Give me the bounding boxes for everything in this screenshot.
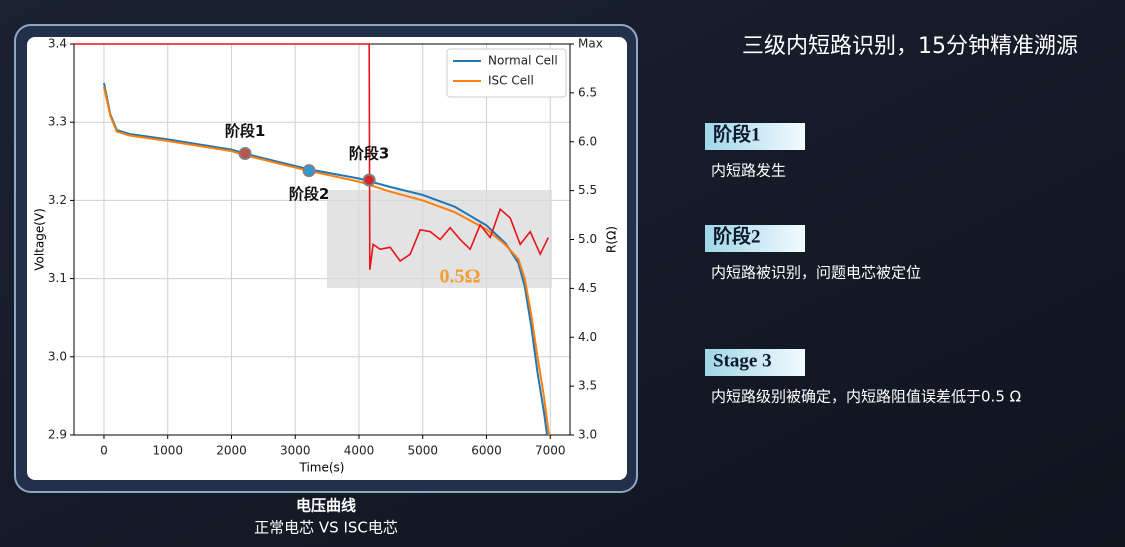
stage-marker xyxy=(302,164,316,178)
x-tick-label: 5000 xyxy=(407,444,438,458)
stage-marker xyxy=(362,173,376,187)
series-line xyxy=(102,82,549,436)
x-tick-label: 4000 xyxy=(344,444,375,458)
y2-axis-label: R(Ω) xyxy=(605,226,619,253)
y2-tick-label: 5.0 xyxy=(578,232,597,246)
x-axis-label: Time(s) xyxy=(299,461,345,475)
y2-tick-label: 4.0 xyxy=(578,330,597,344)
stage-badge-label: Stage 3 xyxy=(713,350,772,371)
y-tick-label: 3.3 xyxy=(48,115,67,129)
y2-tick-label: 4.5 xyxy=(578,281,597,295)
x-tick-label: 7000 xyxy=(535,444,566,458)
x-tick-label: 0 xyxy=(100,444,108,458)
y-tick-label: 3.0 xyxy=(48,349,67,363)
y-tick-label: 3.4 xyxy=(48,37,67,51)
x-tick-label: 3000 xyxy=(280,444,311,458)
y2-tick-label: 3.5 xyxy=(578,379,597,393)
stage-text: 内短路级别被确定，内短路阻值误差低于0.5 Ω xyxy=(711,388,1021,406)
stage-badge-label: 阶段2 xyxy=(713,224,761,247)
stage-badge xyxy=(705,349,805,376)
y-tick-label: 3.1 xyxy=(48,271,67,285)
x-tick-label: 1000 xyxy=(152,444,183,458)
legend-label: Normal Cell xyxy=(488,54,558,68)
y-tick-label: 2.9 xyxy=(48,428,67,442)
panel-title: 三级内短路识别，15分钟精准溯源 xyxy=(742,34,1078,59)
stage-marker xyxy=(238,146,252,160)
stage-badge xyxy=(705,225,805,252)
x-tick-label: 6000 xyxy=(471,444,502,458)
y-axis-label: Voltage(V) xyxy=(33,208,47,271)
stage-badge xyxy=(705,123,805,150)
y2-tick-label: 5.5 xyxy=(578,183,597,197)
series-line xyxy=(102,86,550,436)
stage-label: 阶段1 xyxy=(225,122,265,140)
x-tick-label: 2000 xyxy=(216,444,247,458)
legend-label: ISC Cell xyxy=(488,74,534,88)
y2-tick-label: 3.0 xyxy=(578,428,597,442)
highlight-label: 0.5Ω xyxy=(439,266,480,288)
caption-subtitle: 正常电芯 VS ISC电芯 xyxy=(254,519,398,537)
stage-text: 内短路发生 xyxy=(711,162,786,180)
series-line xyxy=(74,43,549,270)
stage-label: 阶段3 xyxy=(349,145,389,163)
stage-text: 内短路被识别，问题电芯被定位 xyxy=(711,264,921,282)
caption-title: 电压曲线 xyxy=(296,497,356,515)
y2-tick-label: 6.5 xyxy=(578,85,597,99)
y-tick-label: 3.2 xyxy=(48,193,67,207)
y2-tick-label: Max xyxy=(578,37,603,51)
stage-badge-label: 阶段1 xyxy=(713,122,761,145)
y2-tick-label: 6.0 xyxy=(578,134,597,148)
stage-label: 阶段2 xyxy=(289,185,329,203)
